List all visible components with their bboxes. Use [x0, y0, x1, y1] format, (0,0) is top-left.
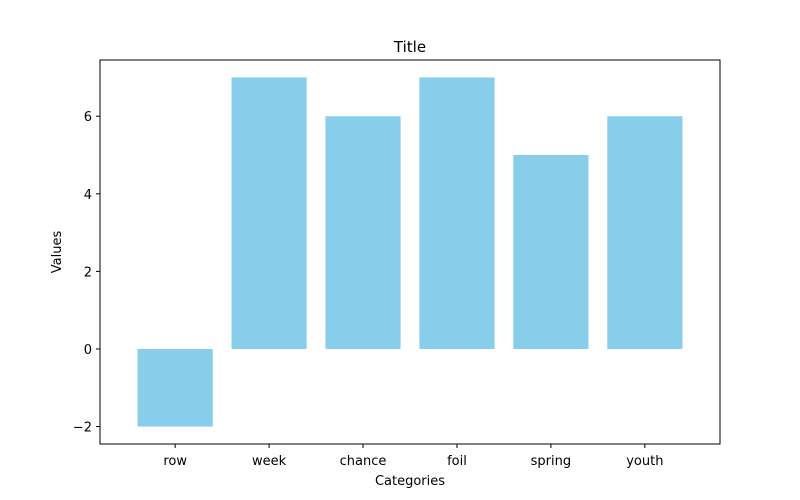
- x-tick-label: week: [252, 454, 287, 469]
- x-axis-ticks: row week chance foil spring youth: [163, 444, 663, 469]
- bar-spring: [513, 155, 589, 349]
- y-tick-label: 0: [84, 343, 92, 358]
- y-tick-label: 2: [84, 265, 92, 280]
- bar-row: [137, 348, 213, 427]
- bar-foil: [419, 77, 495, 349]
- y-axis-ticks: −2 0 2 4 6: [73, 110, 100, 436]
- x-tick-label: row: [163, 454, 187, 469]
- x-tick-label: chance: [340, 454, 387, 469]
- bar-chance: [325, 116, 401, 349]
- y-tick-label: 4: [84, 188, 92, 203]
- plot-frame: [99, 59, 721, 445]
- y-axis-label: Values: [50, 231, 65, 274]
- x-tick-label: spring: [531, 454, 571, 469]
- bar-week: [231, 77, 307, 349]
- bar-youth: [607, 116, 683, 349]
- x-tick-label: foil: [447, 454, 467, 469]
- y-tick-label: 6: [84, 110, 92, 125]
- chart-title: Title: [393, 38, 426, 56]
- y-tick-label: −2: [73, 421, 92, 436]
- x-tick-label: youth: [626, 454, 663, 469]
- x-axis-label: Categories: [375, 474, 445, 489]
- bars-group: [137, 77, 683, 427]
